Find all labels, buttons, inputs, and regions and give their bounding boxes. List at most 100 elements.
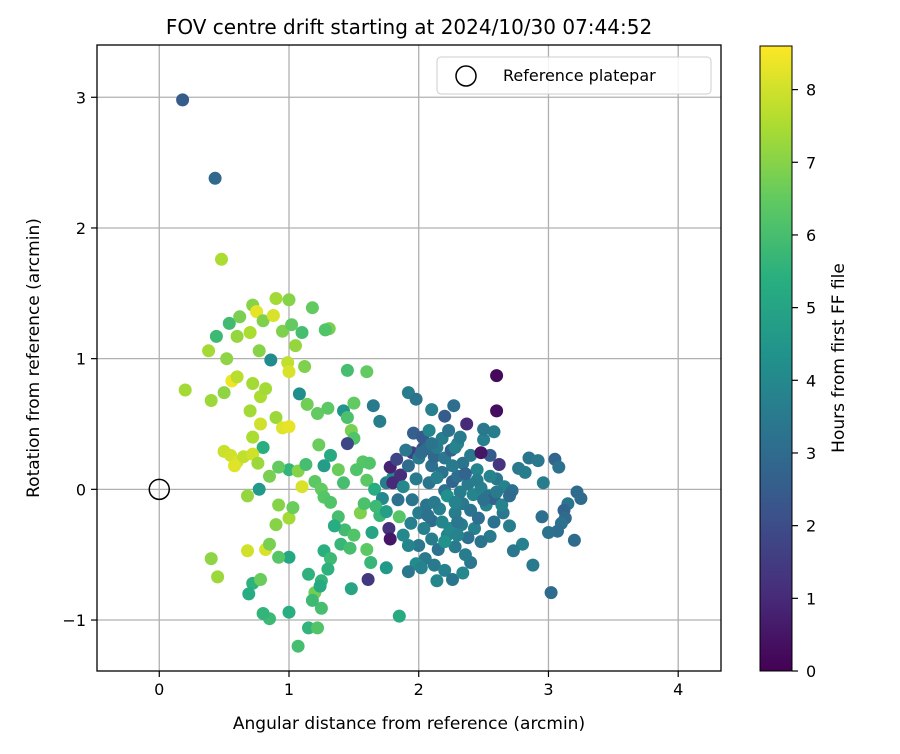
data-point xyxy=(347,396,361,410)
data-point xyxy=(438,535,452,549)
y-tick-label: 2 xyxy=(76,219,86,238)
data-point xyxy=(340,437,354,451)
x-axis-label: Angular distance from reference (arcmin) xyxy=(233,714,585,734)
data-point xyxy=(305,593,319,607)
data-point xyxy=(392,609,406,623)
data-point xyxy=(542,526,555,539)
data-point xyxy=(256,607,270,620)
data-point xyxy=(448,495,462,509)
data-point xyxy=(379,561,393,575)
data-point xyxy=(470,473,484,487)
data-point xyxy=(282,365,296,379)
data-point xyxy=(435,515,449,529)
data-point xyxy=(391,493,405,507)
data-point xyxy=(468,522,481,535)
data-point xyxy=(347,528,361,542)
data-point xyxy=(282,511,296,525)
plot-frame xyxy=(96,44,722,672)
data-point xyxy=(295,480,309,494)
data-point xyxy=(427,558,441,572)
data-point xyxy=(178,383,192,397)
data-point xyxy=(487,515,501,529)
data-point xyxy=(470,463,484,477)
data-point xyxy=(409,392,423,406)
data-point xyxy=(394,468,408,482)
data-point xyxy=(399,443,413,457)
legend-entry: Reference platepar xyxy=(503,66,656,85)
data-point xyxy=(421,509,435,522)
data-point xyxy=(254,417,267,431)
data-point xyxy=(324,495,337,509)
data-point xyxy=(503,489,516,503)
data-point xyxy=(567,533,581,547)
data-point xyxy=(337,476,350,490)
data-point xyxy=(447,399,461,413)
data-point xyxy=(311,407,324,420)
data-point xyxy=(360,365,374,379)
data-point xyxy=(477,493,491,507)
y-tick-label: 0 xyxy=(76,480,86,499)
data-point xyxy=(460,417,474,431)
data-point xyxy=(458,467,472,481)
data-point xyxy=(366,399,380,413)
data-point xyxy=(276,324,289,338)
data-point xyxy=(361,573,375,586)
data-point xyxy=(252,344,266,358)
data-point xyxy=(461,531,475,545)
data-point xyxy=(324,448,337,462)
colorbar-tick-label: 1 xyxy=(806,589,816,608)
y-tick-label: 3 xyxy=(76,88,86,107)
data-point xyxy=(241,489,254,503)
data-point xyxy=(252,482,266,496)
data-point xyxy=(516,537,529,551)
y-tick-label: −1 xyxy=(62,611,86,630)
data-point xyxy=(503,519,516,533)
data-point xyxy=(422,424,436,437)
data-point xyxy=(312,438,326,452)
data-point xyxy=(425,532,439,546)
data-point xyxy=(269,518,283,532)
data-point xyxy=(396,480,410,494)
data-point xyxy=(202,344,216,358)
data-point xyxy=(404,516,418,530)
data-point xyxy=(243,404,257,418)
data-point xyxy=(414,561,428,575)
data-point xyxy=(302,621,315,635)
data-point xyxy=(526,558,540,572)
data-point xyxy=(453,430,467,444)
data-point xyxy=(282,420,296,434)
data-point xyxy=(282,605,296,619)
data-point xyxy=(350,463,363,477)
data-point xyxy=(390,452,404,466)
data-point xyxy=(495,498,509,512)
data-point xyxy=(331,463,345,477)
data-point xyxy=(360,473,374,487)
data-point xyxy=(263,469,276,483)
legend-marker xyxy=(455,65,477,87)
x-tick-label: 2 xyxy=(414,680,424,699)
data-point xyxy=(446,459,459,473)
data-point xyxy=(552,460,566,474)
data-point xyxy=(250,305,264,319)
data-point xyxy=(453,485,467,499)
data-point xyxy=(242,587,256,601)
data-point xyxy=(282,550,296,564)
data-point xyxy=(220,352,234,366)
data-point xyxy=(230,370,244,384)
data-point xyxy=(401,565,415,579)
data-point xyxy=(317,459,331,473)
data-point xyxy=(302,567,315,581)
x-tick-label: 1 xyxy=(284,680,294,699)
data-point xyxy=(209,329,223,343)
data-point xyxy=(318,323,332,337)
data-point xyxy=(448,540,462,554)
data-point xyxy=(321,401,335,415)
data-point xyxy=(401,459,415,473)
data-point xyxy=(477,433,491,447)
data-point xyxy=(289,339,302,353)
x-tick-label: 3 xyxy=(543,680,553,699)
data-point xyxy=(396,528,410,542)
data-point xyxy=(241,544,254,558)
data-point xyxy=(256,314,270,328)
data-point xyxy=(531,454,545,468)
